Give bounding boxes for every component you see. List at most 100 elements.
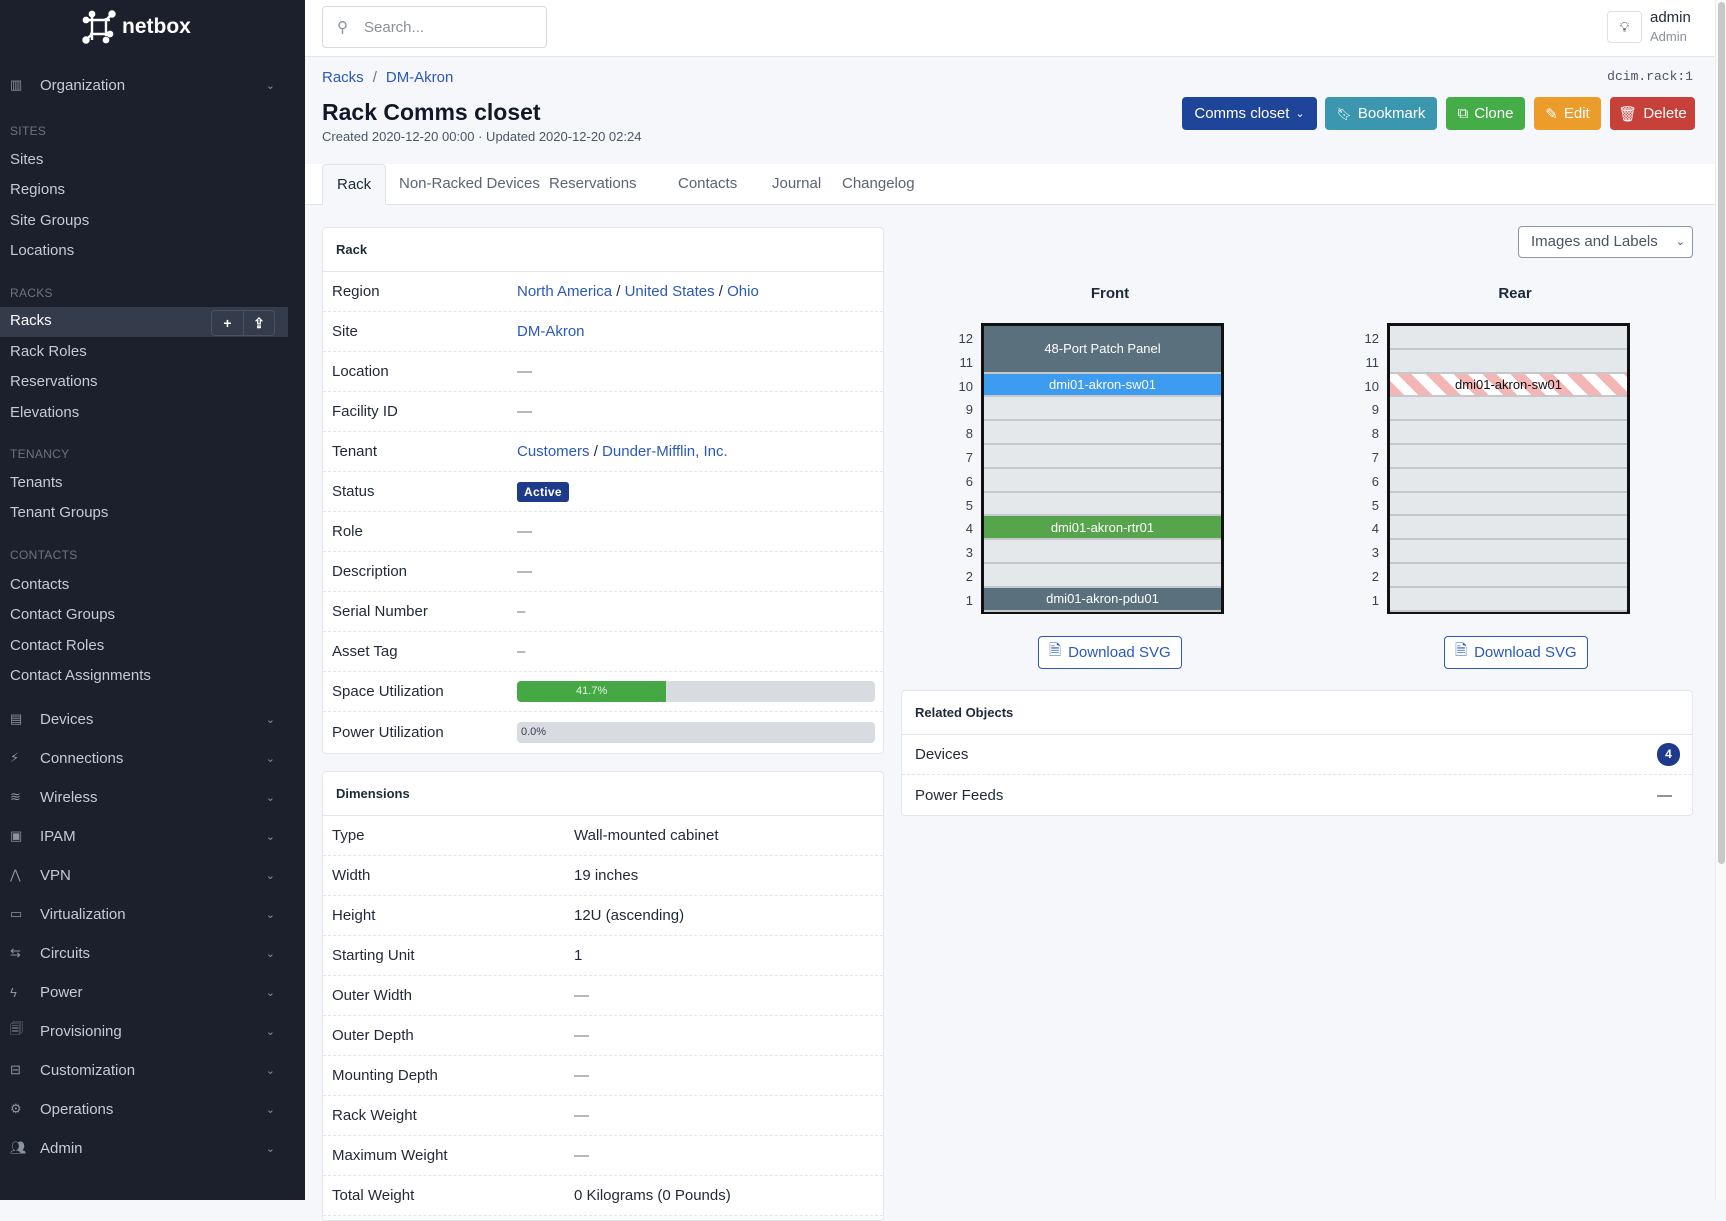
tab-contacts[interactable]: Contacts (678, 175, 738, 192)
tenant-link[interactable]: Dunder-Mifflin, Inc. (602, 443, 728, 460)
tab-journal[interactable]: Journal (772, 175, 822, 192)
sidebar-menu-provisioning[interactable]: 🗐 Provisioning ⌄ (10, 1016, 275, 1046)
sidebar-menu-customization[interactable]: ⊟ Customization ⌄ (10, 1055, 275, 1085)
page-scrollbar[interactable] (1715, 0, 1726, 1200)
empty-unit[interactable] (984, 445, 1221, 469)
sidebar-menu-organization[interactable]: ▥ Organization ⌄ (10, 70, 275, 100)
download-rear-svg-button[interactable]: 🗎 Download SVG (1444, 636, 1588, 669)
rack-device[interactable]: dmi01-akron-sw01 (984, 373, 1221, 398)
sidebar: netbox ▥ Organization ⌄ SITES Sites Region… (0, 0, 305, 1200)
add-rack-button[interactable]: + (223, 315, 232, 331)
sidebar-menu-vpn[interactable]: ⋀ VPN ⌄ (10, 860, 275, 890)
scrollbar-thumb[interactable] (1718, 2, 1725, 864)
sidebar-menu-connections[interactable]: ⚡︎ Connections ⌄ (10, 743, 275, 773)
rack-device[interactable]: dmi01-akron-pdu01 (984, 587, 1221, 612)
status-badge: Active (517, 482, 569, 502)
sidebar-item-site-groups[interactable]: Site Groups (10, 212, 90, 229)
empty-unit[interactable] (1390, 588, 1627, 612)
row-label: Total Weight (332, 1187, 415, 1204)
row-label: Outer Width (332, 987, 413, 1004)
empty-unit[interactable] (1390, 350, 1627, 374)
sidebar-menu-virtualization[interactable]: ▭ Virtualization ⌄ (10, 899, 275, 929)
rack-device[interactable]: 48-Port Patch Panel (984, 326, 1221, 374)
sidebar-menu-power[interactable]: ϟ Power ⌄ (10, 977, 275, 1007)
download-label: Download SVG (1068, 644, 1171, 661)
plug-icon: ⚡︎ (10, 750, 20, 765)
tab-non-racked-devices[interactable]: Non-Racked Devices (399, 175, 540, 192)
page-meta: Created 2020-12-20 00:00 · Updated 2020-… (322, 129, 642, 144)
rack-device[interactable]: dmi01-akron-sw01 (1390, 373, 1627, 398)
sidebar-item-tenants[interactable]: Tenants (10, 474, 63, 491)
sidebar-menu-devices[interactable]: ▤ Devices ⌄ (10, 704, 275, 734)
sidebar-item-elevations[interactable]: Elevations (10, 404, 80, 421)
empty-unit[interactable] (984, 493, 1221, 517)
empty-unit[interactable] (984, 421, 1221, 445)
utilization-bar: 0.0% (517, 721, 875, 743)
sidebar-item-contact-groups[interactable]: Contact Groups (10, 606, 116, 623)
sidebar-menu-wireless[interactable]: ≋ Wireless ⌄ (10, 782, 275, 812)
empty-unit[interactable] (1390, 326, 1627, 350)
sidebar-item-contacts[interactable]: Contacts (10, 576, 70, 593)
tenant-link[interactable]: Customers (517, 443, 590, 460)
rack-select-button[interactable]: Comms closet ⌄ (1182, 97, 1317, 130)
object-identifier: dcim.rack:1 (1607, 69, 1693, 84)
sidebar-item-reservations[interactable]: Reservations (10, 373, 98, 390)
empty-unit[interactable] (1390, 564, 1627, 588)
bookmark-button[interactable]: 🔖︎ Bookmark (1325, 97, 1437, 130)
unit-number: 10 (1364, 378, 1379, 394)
import-racks-button[interactable]: ⇪ (243, 311, 274, 335)
sidebar-item-sites[interactable]: Sites (10, 151, 44, 168)
sidebar-menu-ipam[interactable]: ▣ IPAM ⌄ (10, 821, 275, 851)
sidebar-menu-circuits[interactable]: ⇆ Circuits ⌄ (10, 938, 275, 968)
empty-unit[interactable] (1390, 540, 1627, 564)
row-label: Type (332, 827, 365, 844)
netbox-logo[interactable]: netbox (82, 10, 191, 44)
empty-unit[interactable] (984, 564, 1221, 588)
download-front-svg-button[interactable]: 🗎 Download SVG (1038, 636, 1182, 669)
region-link[interactable]: Ohio (727, 283, 759, 300)
breadcrumb-racks[interactable]: Racks (322, 69, 364, 86)
row-label: Facility ID (332, 403, 398, 420)
tab-changelog[interactable]: Changelog (842, 175, 915, 192)
sidebar-item-locations[interactable]: Locations (10, 242, 75, 259)
region-link[interactable]: United States (624, 283, 715, 300)
empty-unit[interactable] (1390, 469, 1627, 493)
edit-button[interactable]: ✎ Edit (1534, 97, 1601, 130)
sidebar-item-tenant-groups[interactable]: Tenant Groups (10, 504, 109, 521)
sidebar-item-racks[interactable]: Racks (10, 312, 52, 329)
elevation-view-select[interactable]: Images and Labels ⌄ (1518, 226, 1693, 258)
related-power-feeds-row[interactable]: Power Feeds — (902, 775, 1692, 815)
delete-button[interactable]: 🗑︎ Delete (1610, 97, 1695, 130)
tab-rack[interactable]: Rack (322, 164, 387, 205)
empty-unit[interactable] (984, 540, 1221, 564)
breadcrumb-site[interactable]: DM-Akron (385, 69, 454, 86)
sidebar-item-contact-assignments[interactable]: Contact Assignments (10, 667, 151, 684)
theme-toggle-button[interactable]: 💡︎ (1607, 11, 1642, 43)
row-value[interactable]: DM-Akron (517, 323, 585, 340)
dimension-row-total-weight: Total Weight 0 Kilograms (0 Pounds) (323, 1176, 883, 1216)
sidebar-menu-admin[interactable]: 👥︎ Admin ⌄ (10, 1133, 275, 1163)
empty-unit[interactable] (1390, 493, 1627, 517)
region-link[interactable]: North America (517, 283, 613, 300)
empty-unit[interactable] (1390, 397, 1627, 422)
empty-unit[interactable] (1390, 421, 1627, 445)
sidebar-item-regions[interactable]: Regions (10, 181, 66, 198)
sidebar-item-rack-roles[interactable]: Rack Roles (10, 343, 87, 360)
dimension-row-outer-width: Outer Width — (323, 976, 883, 1016)
empty-unit[interactable] (1390, 516, 1627, 541)
rack-device[interactable]: dmi01-akron-rtr01 (984, 516, 1221, 541)
sidebar-item-contact-roles[interactable]: Contact Roles (10, 637, 105, 654)
empty-unit[interactable] (1390, 445, 1627, 469)
dimensions-card: Dimensions Type Wall-mounted cabinet Width… (322, 771, 884, 1221)
users-icon: 👥︎ (10, 1140, 27, 1155)
user-menu-name[interactable]: admin (1650, 9, 1691, 26)
search-input[interactable]: ⚲ Search... (322, 6, 547, 48)
clone-button[interactable]: ⧉ Clone (1446, 97, 1525, 130)
tab-reservations[interactable]: Reservations (549, 175, 637, 192)
page-title: Rack Comms closet (322, 99, 541, 125)
row-label: Description (332, 563, 408, 580)
sidebar-menu-operations[interactable]: ⚙︎ Operations ⌄ (10, 1094, 275, 1124)
empty-unit[interactable] (984, 397, 1221, 422)
empty-unit[interactable] (984, 469, 1221, 493)
related-devices-row[interactable]: Devices 4 (902, 735, 1692, 775)
